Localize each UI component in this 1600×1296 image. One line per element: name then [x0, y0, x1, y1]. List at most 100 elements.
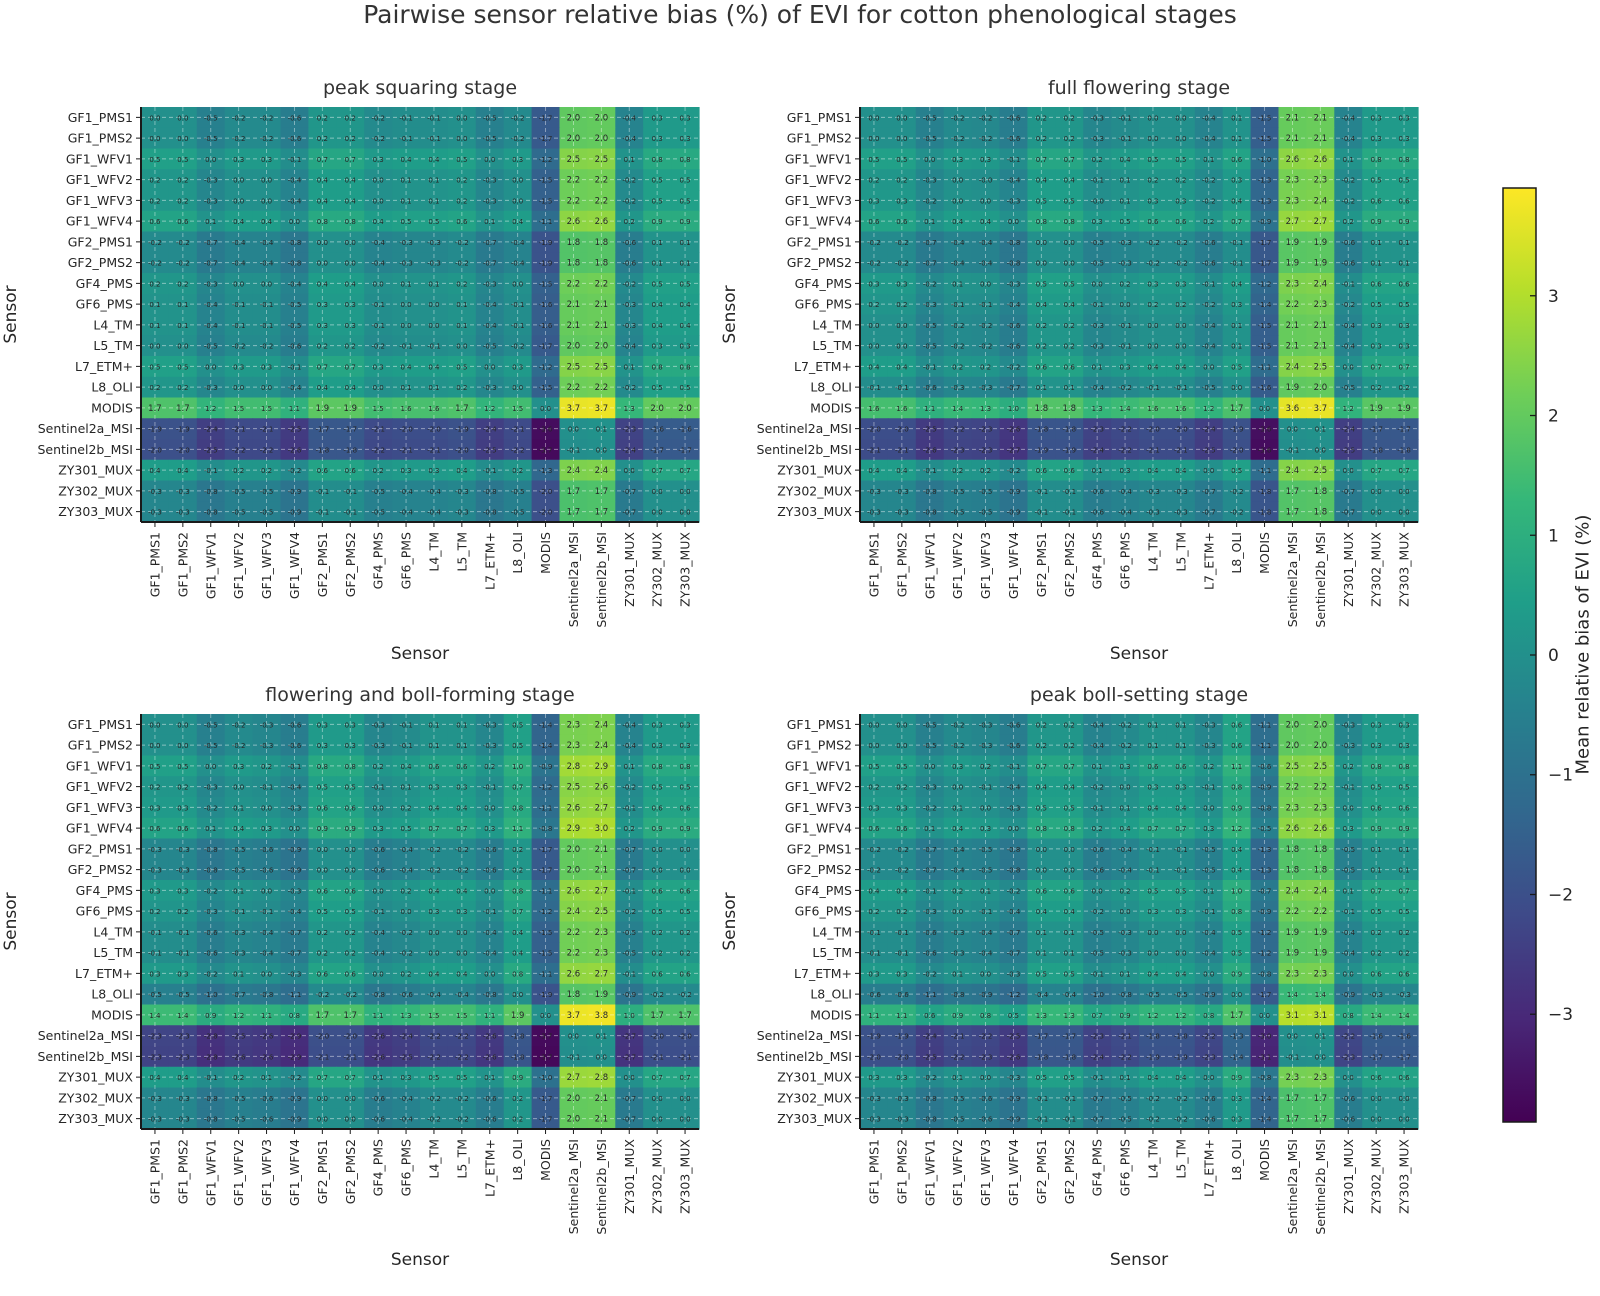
cell-value-label: 2.3 [1286, 969, 1300, 979]
heatmap-cell [141, 107, 170, 129]
heatmap-cell [168, 418, 198, 440]
heatmap-cell [196, 148, 226, 170]
cell-value-label: 1.2 [1147, 1012, 1158, 1020]
y-tick-label: L8_OLI [810, 987, 852, 1002]
cell-value-label: -0.8 [923, 1095, 937, 1103]
cell-value-label: -0.9 [1258, 908, 1272, 916]
cell-value-label: 1.8 [1286, 866, 1300, 876]
cell-value-label: 0.6 [868, 825, 880, 833]
heatmap-cell [559, 356, 588, 378]
cell-value-label: -1.4 [1230, 1053, 1244, 1061]
cell-value-label: 0.8 [1343, 1012, 1354, 1020]
heatmap-cell [420, 314, 449, 336]
cell-value-label: 0.5 [1008, 1012, 1019, 1020]
cell-value-label: -2.0 [867, 1053, 881, 1061]
x-tick-label: Sentinel2b_MSI [1313, 1139, 1328, 1235]
cell-value-label: -1.1 [1258, 721, 1272, 729]
cell-value-label: 1.9 [1314, 928, 1328, 938]
cell-value-label: 0.1 [1147, 721, 1158, 729]
cell-value-label: -0.1 [867, 929, 881, 937]
heatmap-cell [141, 439, 170, 461]
heatmap-cell [420, 293, 449, 316]
heatmap-cell [447, 356, 477, 378]
cell-value-label: 0.0 [980, 970, 991, 978]
cell-value-label: 0.1 [1036, 950, 1047, 958]
cell-value-label: -0.4 [951, 846, 965, 854]
heatmap-cell [531, 356, 561, 378]
heatmap-cell [392, 335, 421, 357]
heatmap-cell [141, 293, 170, 316]
cell-value-label: -1.7 [1397, 1053, 1411, 1061]
heatmap-cell [280, 314, 309, 336]
cell-value-label: -0.5 [1174, 991, 1188, 999]
cell-value-label: 0.2 [1371, 950, 1382, 958]
cell-value-label: -2.0 [895, 1053, 909, 1061]
cell-value-label: -0.4 [1202, 929, 1216, 937]
cell-value-label: 0.7 [1175, 825, 1186, 833]
heatmap-cell [196, 190, 226, 212]
heatmap-cell [643, 252, 672, 274]
heatmap-cell [643, 169, 672, 191]
cell-value-label: 2.5 [1286, 762, 1300, 772]
heatmap-cell [308, 293, 337, 316]
cell-value-label: 0.0 [1119, 784, 1130, 792]
heatmap-cell [503, 210, 533, 233]
cell-value-label: -0.3 [979, 721, 993, 729]
heatmap-cell [364, 273, 393, 295]
heatmap-cell [224, 397, 254, 419]
heatmap-cell [141, 397, 170, 419]
cell-value-label: -1.7 [1062, 1033, 1076, 1041]
cell-value-label: -2.3 [1202, 1053, 1216, 1061]
x-tick-label: ZY301_MUX [1341, 1139, 1356, 1214]
cell-value-label: -0.7 [1007, 950, 1021, 958]
cell-value-label: -1.8 [1174, 1033, 1188, 1041]
heatmap-cell [141, 335, 170, 357]
heatmap-cell [252, 293, 282, 316]
y-tick-label: GF6_PMS [795, 904, 852, 919]
x-tick-label: GF1_PMS1 [866, 1139, 881, 1204]
cell-value-label: -0.2 [923, 804, 937, 812]
heatmap-cell [252, 397, 282, 419]
cell-value-label: -0.1 [895, 929, 909, 937]
cell-value-label: 1.8 [1286, 845, 1300, 855]
heatmap-cell [671, 376, 700, 399]
cell-value-label: -0.3 [1007, 970, 1021, 978]
cell-value-label: -0.5 [923, 721, 937, 729]
heatmap-cell [587, 107, 616, 129]
cell-value-label: 0.3 [1147, 908, 1158, 916]
cell-value-label: 0.4 [1175, 804, 1187, 812]
cell-value-label: 2.0 [1286, 720, 1300, 730]
y-tick-label: GF1_PMS1 [787, 717, 852, 732]
cell-value-label: -0.9 [979, 991, 993, 999]
cell-value-label: -0.3 [923, 908, 937, 916]
heatmap-cell [392, 127, 421, 150]
cell-value-label: 0.6 [1371, 1074, 1383, 1082]
heatmap-cell [392, 107, 421, 129]
heatmap-cell [196, 252, 226, 274]
heatmap-cell [503, 107, 533, 129]
heatmap-cell [364, 107, 393, 129]
cell-value-label: 0.5 [1064, 1074, 1075, 1082]
heatmap-cell [252, 418, 282, 440]
heatmap-cell [308, 169, 337, 191]
colorbar-label: Mean relative bias of EVI (%) [1572, 514, 1594, 775]
heatmap-cell [559, 376, 588, 399]
cell-value-label: -0.3 [1118, 929, 1132, 937]
cell-value-label: -0.5 [1202, 846, 1216, 854]
cell-value-label: 1.7 [1230, 1011, 1244, 1021]
cell-value-label: 0.0 [1064, 867, 1075, 875]
cell-value-label: -1.3 [1230, 1033, 1244, 1041]
heatmap-cell [308, 190, 337, 212]
heatmap-cell [392, 148, 421, 170]
cell-value-label: -0.8 [951, 991, 965, 999]
heatmap-cell [475, 210, 505, 233]
cell-value-label: -0.7 [1007, 929, 1021, 937]
heatmap-cell [280, 293, 309, 316]
heatmap-cell [587, 314, 616, 336]
cell-value-label: 0.4 [1175, 970, 1187, 978]
heatmap-cell [615, 376, 644, 399]
cell-value-label: -0.4 [1035, 991, 1049, 999]
cell-value-label: 0.3 [1231, 1095, 1242, 1103]
heatmap-cell [420, 376, 449, 399]
cell-value-label: 0.1 [1119, 804, 1130, 812]
